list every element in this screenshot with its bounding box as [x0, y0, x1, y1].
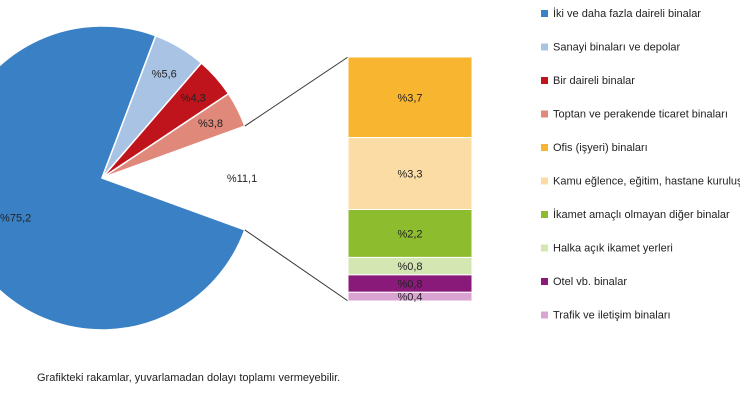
bar-label-trafik-ve-iletisim-binalari: %0,4 — [397, 292, 422, 304]
legend-swatch-ikamet-amacli-olmayan-diger-binalar — [541, 211, 548, 218]
pie-label-toptan-ve-perakende-ticaret-binalari: %3,8 — [198, 118, 223, 130]
legend-swatch-iki-ve-daha-fazla-daireli-binalar — [541, 10, 548, 17]
bar-label-ofis-isyeri-binalari: %3,7 — [397, 92, 422, 104]
legend-label-ofis-isyeri-binalari: Ofis (işyeri) binaları — [553, 142, 648, 154]
legend-label-kamu-eglence-egitim-hastane-kuruluslari-binalari: Kamu eğlence, eğitim, hastane kuruluşlar… — [553, 176, 740, 188]
legend-swatch-halka-acik-ikamet-yerleri — [541, 244, 548, 252]
legend-label-trafik-ve-iletisim-binalari: Trafik ve iletişim binaları — [553, 310, 671, 322]
legend-label-bir-daireli-binalar: Bir daireli binalar — [553, 75, 635, 87]
bar-segment-ofis-isyeri-binalari — [347, 56, 473, 139]
pie-label-other: %11,1 — [227, 173, 257, 185]
legend-label-ikamet-amacli-olmayan-diger-binalar: İkamet amaçlı olmayan diğer binalar — [553, 208, 730, 221]
pie-group: %75,2 %5,6 %4,3 %3,8 %11,1 — [0, 25, 257, 331]
legend-swatch-otel-vb-binalar — [541, 278, 548, 285]
bar-label-otel-vb-binalar: %0,8 — [397, 279, 422, 291]
pie-slice-iki-ve-daha-fazla-daireli-binalar — [0, 25, 246, 331]
legend-swatch-bir-daireli-binalar — [541, 77, 548, 84]
legend-swatch-ofis-isyeri-binalari — [541, 144, 548, 151]
pie-label-iki-ve-daha-fazla-daireli-binalar: %75,2 — [0, 213, 31, 225]
footnote: Grafikteki rakamlar, yuvarlamadan dolayı… — [37, 372, 341, 384]
bar-segment-trafik-ve-iletisim-binalari — [347, 291, 473, 302]
bar-segment-ikamet-amacli-olmayan-diger-binalar — [347, 209, 473, 258]
legend-swatch-trafik-ve-iletisim-binalari — [541, 311, 548, 319]
legend-label-toptan-ve-perakende-ticaret-binalari: Toptan ve perakende ticaret binaları — [553, 109, 728, 121]
legend-swatch-sanayi-binalari-ve-depolar — [541, 43, 548, 51]
legend-label-halka-acik-ikamet-yerleri: Halka açık ikamet yerleri — [553, 243, 673, 255]
bar-label-halka-acik-ikamet-yerleri: %0,8 — [397, 261, 422, 273]
legend-swatch-kamu-eglence-egitim-hastane-kuruluslari-binalari — [541, 177, 548, 185]
connector-bottom — [244, 229, 349, 302]
bar-label-kamu-eglence-egitim-hastane-kuruluslari-binalari: %3,3 — [397, 169, 422, 181]
bar-label-ikamet-amacli-olmayan-diger-binalar: %2,2 — [397, 228, 422, 240]
legend: İki ve daha fazla daireli binalar Sanayi … — [541, 7, 740, 322]
connector-top — [244, 56, 349, 127]
legend-label-sanayi-binalari-ve-depolar: Sanayi binaları ve depolar — [553, 42, 681, 54]
legend-label-otel-vb-binalar: Otel vb. binalar — [553, 276, 627, 288]
pie-label-sanayi-binalari-ve-depolar: %5,6 — [152, 69, 177, 81]
legend-label-iki-ve-daha-fazla-daireli-binalar: İki ve daha fazla daireli binalar — [553, 7, 701, 20]
stacked-bar: %3,7%3,3%2,2%0,8%0,8%0,4 — [347, 56, 473, 304]
pie-label-bir-daireli-binalar: %4,3 — [181, 93, 206, 105]
connector-lines — [244, 56, 349, 302]
bar-segment-kamu-eglence-egitim-hastane-kuruluslari-binalari — [347, 137, 473, 211]
legend-swatch-toptan-ve-perakende-ticaret-binalari — [541, 110, 548, 118]
